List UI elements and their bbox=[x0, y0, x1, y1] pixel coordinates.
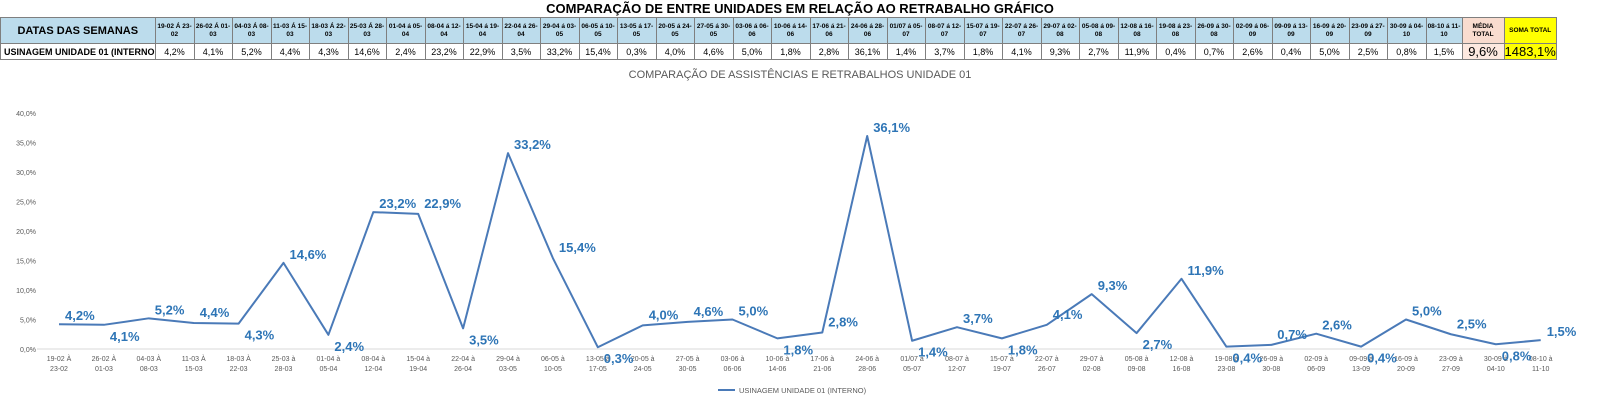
week-header-cell: 12-08 á 16-08 bbox=[1117, 17, 1157, 44]
week-header-cell: 20-05 á 24-05 bbox=[655, 17, 695, 44]
week-header-cell: 02-09 á 06-09 bbox=[1232, 17, 1273, 44]
week-header-cell: 06-05 á 10-05 bbox=[578, 17, 618, 44]
chart-area bbox=[0, 66, 1600, 412]
week-header-cell: 19-08 á 23-08 bbox=[1155, 17, 1196, 44]
week-header-cell: 10-06 á 14-06 bbox=[770, 17, 811, 44]
week-header-cell: 05-08 á 09-08 bbox=[1078, 17, 1119, 44]
week-value-cell: 0,7% bbox=[1194, 43, 1234, 60]
week-value-cell: 2,7% bbox=[1078, 43, 1119, 60]
week-header-cell: 08-10 á 11-10 bbox=[1425, 17, 1463, 44]
summary-table: DATAS DAS SEMANAS 19-02 Á 23-02 26-02 Á 0… bbox=[0, 17, 1557, 60]
summary-value-row: USINAGEM UNIDADE 01 (INTERNO 4,2% 4,1% 5,2… bbox=[0, 43, 1557, 60]
week-value-cell: 11,9% bbox=[1117, 43, 1157, 60]
sum-header: SOMA TOTAL bbox=[1503, 17, 1557, 44]
week-header-cell: 19-02 Á 23-02 bbox=[154, 17, 195, 44]
week-value-cell: 4,6% bbox=[693, 43, 734, 60]
week-header-cell: 22-07 á 26-07 bbox=[1001, 17, 1042, 44]
week-header-cell: 29-07 á 02-08 bbox=[1040, 17, 1080, 44]
week-value-cell: 4,2% bbox=[154, 43, 195, 60]
week-value-cell: 1,5% bbox=[1425, 43, 1463, 60]
week-header-cell: 24-06 á 28-06 bbox=[847, 17, 888, 44]
week-header-cell: 01/07 á 05-07 bbox=[886, 17, 926, 44]
week-header-cell: 03-06 á 06-06 bbox=[732, 17, 772, 44]
average-header: MÉDIA TOTAL bbox=[1461, 17, 1505, 44]
average-value: 9,6% bbox=[1461, 43, 1505, 60]
week-value-cell: 5,2% bbox=[231, 43, 272, 60]
week-header-cell: 16-09 á 20-09 bbox=[1309, 17, 1350, 44]
week-value-cell: 5,0% bbox=[732, 43, 772, 60]
week-header-cell: 30-09 á 04-10 bbox=[1386, 17, 1427, 44]
week-value-cell: 0,3% bbox=[616, 43, 657, 60]
week-header-cell: 26-02 Á 01-03 bbox=[193, 17, 233, 44]
week-header-cell: 26-09 á 30-08 bbox=[1194, 17, 1234, 44]
week-header-cell: 15-07 á 19-07 bbox=[963, 17, 1003, 44]
week-value-cell: 4,1% bbox=[193, 43, 233, 60]
week-value-cell: 33,2% bbox=[539, 43, 580, 60]
week-value-cell: 3,7% bbox=[924, 43, 965, 60]
unit-row-label: USINAGEM UNIDADE 01 (INTERNO bbox=[0, 43, 156, 60]
week-header-cell: 11-03 Á 15-03 bbox=[270, 17, 310, 44]
week-header-cell: 08-07 á 12-07 bbox=[924, 17, 965, 44]
week-value-cell: 15,4% bbox=[578, 43, 618, 60]
week-value-cell: 4,0% bbox=[655, 43, 695, 60]
week-header-cell: 15-04 á 19-04 bbox=[462, 17, 503, 44]
week-value-cell: 9,3% bbox=[1040, 43, 1080, 60]
week-value-cell: 3,5% bbox=[501, 43, 541, 60]
week-value-cell: 1,8% bbox=[770, 43, 811, 60]
week-value-cell: 4,1% bbox=[1001, 43, 1042, 60]
week-value-cell: 36,1% bbox=[847, 43, 888, 60]
week-value-cell: 2,4% bbox=[385, 43, 426, 60]
week-value-cell: 0,8% bbox=[1386, 43, 1427, 60]
week-value-cell: 4,4% bbox=[270, 43, 310, 60]
week-value-cell: 1,4% bbox=[886, 43, 926, 60]
chart-title: COMPARAÇÃO DE ASSISTÊNCIAS E RETRABALHOS… bbox=[628, 69, 972, 81]
week-value-cell: 0,4% bbox=[1271, 43, 1311, 60]
summary-header-row: DATAS DAS SEMANAS 19-02 Á 23-02 26-02 Á 0… bbox=[0, 17, 1557, 44]
week-value-cell: 23,2% bbox=[424, 43, 464, 60]
sum-value: 1483,1% bbox=[1503, 43, 1557, 60]
week-dates-header: DATAS DAS SEMANAS bbox=[0, 17, 156, 44]
week-header-cell: 29-04 á 03-05 bbox=[539, 17, 580, 44]
week-value-cell: 22,9% bbox=[462, 43, 503, 60]
week-header-cell: 09-09 á 13-09 bbox=[1271, 17, 1311, 44]
week-header-cell: 17-06 á 21-06 bbox=[809, 17, 849, 44]
week-value-cell: 2,8% bbox=[809, 43, 849, 60]
week-header-cell: 08-04 á 12-04 bbox=[424, 17, 464, 44]
week-header-cell: 22-04 á 26-04 bbox=[501, 17, 541, 44]
week-header-cell: 27-05 á 30-05 bbox=[693, 17, 734, 44]
week-value-cell: 0,4% bbox=[1155, 43, 1196, 60]
week-value-cell: 1,8% bbox=[963, 43, 1003, 60]
week-value-cell: 2,5% bbox=[1348, 43, 1388, 60]
page-title: COMPARAÇÃO DE ENTRE UNIDADES EM RELAÇÃO … bbox=[546, 1, 1054, 16]
week-header-cell: 23-09 á 27-09 bbox=[1348, 17, 1388, 44]
week-header-cell: 25-03 Á 28-03 bbox=[347, 17, 387, 44]
week-header-cell: 13-05 á 17-05 bbox=[616, 17, 657, 44]
week-header-cell: 18-03 Á 22-03 bbox=[308, 17, 349, 44]
week-value-cell: 4,3% bbox=[308, 43, 349, 60]
week-header-cell: 04-03 Á 08-03 bbox=[231, 17, 272, 44]
week-value-cell: 5,0% bbox=[1309, 43, 1350, 60]
week-value-cell: 2,6% bbox=[1232, 43, 1273, 60]
week-header-cell: 01-04 á 05-04 bbox=[385, 17, 426, 44]
week-value-cell: 14,6% bbox=[347, 43, 387, 60]
